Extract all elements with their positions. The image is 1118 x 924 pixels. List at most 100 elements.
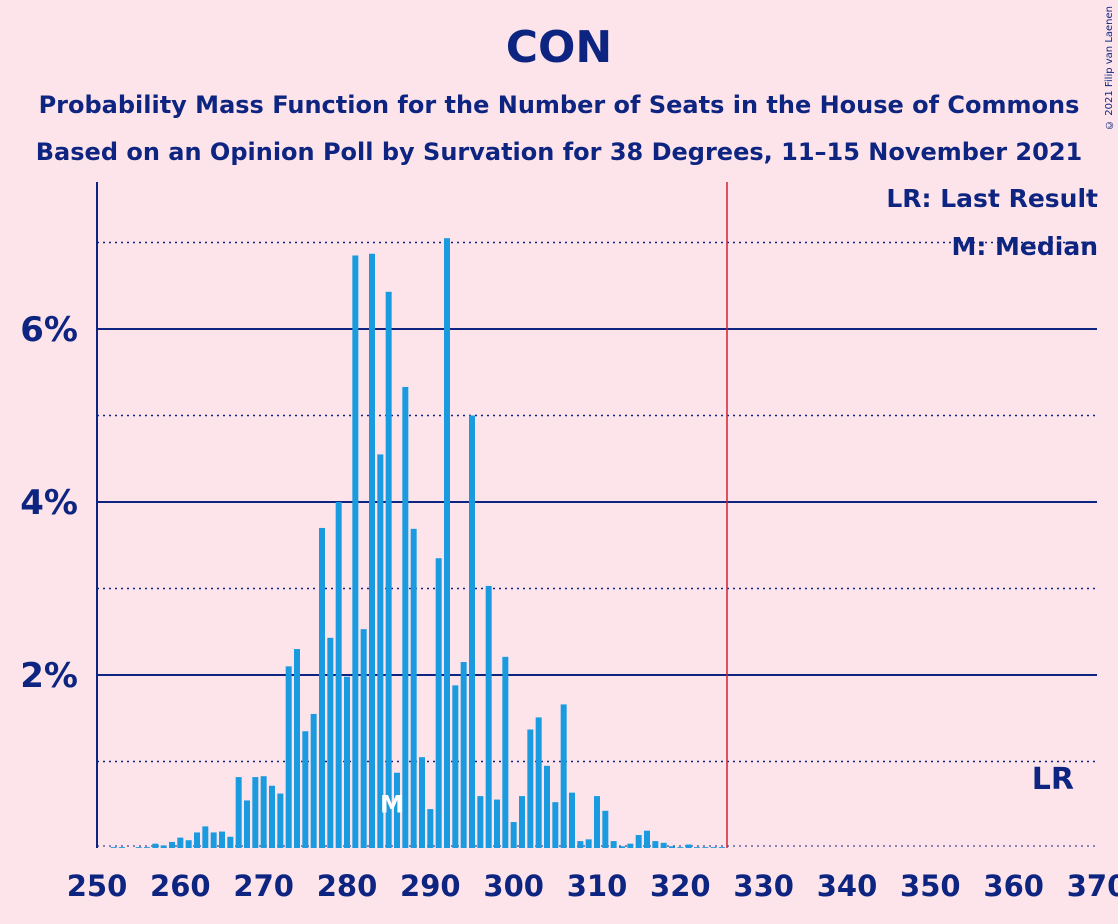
bar (502, 656, 509, 848)
bars (110, 238, 725, 849)
bar (569, 792, 575, 848)
median-marker: M (380, 790, 404, 818)
bar (660, 842, 667, 848)
chart-subtitle-1: Probability Mass Function for the Number… (38, 91, 1080, 119)
bar (677, 847, 684, 848)
bar (519, 796, 525, 848)
bar (194, 832, 200, 848)
bar (444, 238, 450, 849)
bar (394, 772, 400, 848)
x-tick-label: 310 (567, 869, 628, 903)
x-tick-label: 340 (817, 869, 878, 903)
bar (360, 629, 367, 848)
bar (260, 776, 267, 848)
x-tick-label: 270 (233, 869, 294, 903)
y-tick-label: 4% (20, 483, 78, 523)
bar (244, 800, 250, 848)
y-tick-labels: 2% 4% 6% (20, 310, 78, 696)
bar (119, 847, 125, 848)
bar (594, 796, 600, 848)
x-tick-label: 300 (483, 869, 544, 903)
bar (560, 704, 567, 848)
last-result-label: LR (1032, 762, 1074, 797)
chart-title: CON (505, 22, 613, 73)
bar (269, 785, 275, 848)
y-tick-label: 6% (20, 310, 78, 350)
bar (252, 777, 259, 848)
gridlines (97, 241, 1097, 847)
bar (285, 666, 292, 848)
x-tick-label: 370 (1067, 869, 1118, 903)
legend-last-result: LR: Last Result (886, 184, 1098, 213)
bar (377, 454, 384, 848)
bar (702, 847, 709, 848)
x-tick-label: 320 (650, 869, 711, 903)
x-tick-label: 250 (67, 869, 128, 903)
bar (694, 847, 700, 848)
bar (227, 836, 234, 848)
bar (527, 729, 534, 848)
bar (685, 844, 692, 848)
x-tick-label: 360 (983, 869, 1044, 903)
bar (352, 255, 359, 849)
bar (110, 847, 117, 848)
x-tick-label: 330 (733, 869, 794, 903)
bar (610, 841, 617, 848)
bar (419, 757, 425, 848)
bar (327, 637, 334, 848)
chart-subtitle-2: Based on an Opinion Poll by Survation fo… (35, 138, 1083, 166)
bar (427, 809, 434, 848)
legend-median: M: Median (951, 232, 1098, 261)
bar (544, 765, 550, 848)
bar (410, 528, 417, 848)
bar (710, 847, 717, 848)
bar (402, 386, 409, 848)
bar (460, 662, 467, 848)
bar (469, 415, 475, 848)
bar (652, 841, 659, 848)
y-tick-label: 2% (20, 656, 78, 696)
bar (669, 846, 675, 848)
bar (452, 685, 459, 848)
bar (319, 527, 325, 848)
bar (219, 831, 225, 848)
bar (635, 835, 642, 848)
x-tick-labels: 250 260 270 280 290 300 310 320 330 340 350 360 370 (67, 869, 1118, 903)
bar (369, 253, 375, 848)
bar (344, 676, 350, 848)
bar (277, 793, 284, 848)
x-tick-label: 290 (400, 869, 461, 903)
bar (160, 845, 167, 848)
bar (485, 585, 492, 848)
bar (177, 837, 184, 848)
bar (385, 291, 392, 848)
bar (435, 558, 442, 848)
bar (169, 841, 175, 848)
bar (144, 847, 150, 848)
bar (210, 832, 217, 848)
bar (602, 810, 609, 848)
bar (619, 846, 625, 848)
bar (335, 502, 342, 848)
bar (152, 843, 159, 848)
bar (627, 843, 634, 848)
bar (185, 840, 192, 848)
bar (644, 830, 650, 848)
bar (510, 822, 517, 848)
bar (585, 839, 592, 848)
bar (294, 649, 300, 848)
bar (535, 717, 542, 848)
bar (577, 841, 584, 848)
x-tick-label: 260 (150, 869, 211, 903)
bar (310, 713, 317, 848)
bar (135, 847, 142, 848)
bar (477, 796, 484, 848)
bar (552, 802, 559, 848)
bar (494, 799, 500, 848)
markers: LR M (380, 182, 1074, 848)
bar (235, 777, 242, 848)
bar (719, 847, 725, 848)
bar (302, 731, 309, 848)
x-tick-label: 350 (900, 869, 961, 903)
